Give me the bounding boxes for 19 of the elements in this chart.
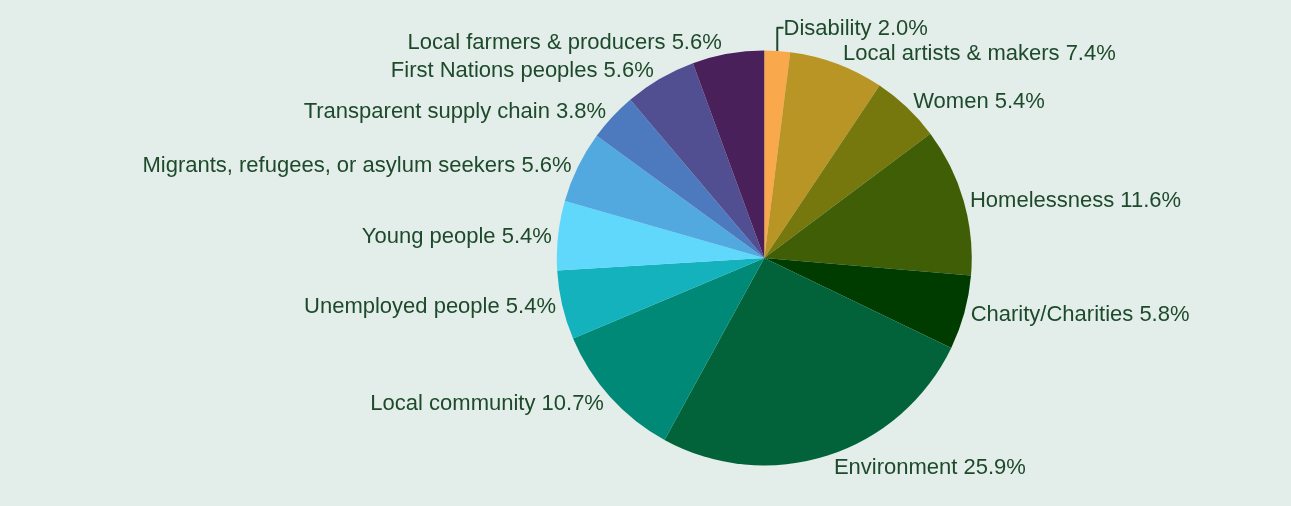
pie-slice bbox=[764, 50, 791, 259]
slice-label: Unemployed people 5.4% bbox=[304, 293, 556, 319]
slice-label: Women 5.4% bbox=[913, 88, 1045, 114]
slice-label: Transparent supply chain 3.8% bbox=[303, 98, 607, 124]
slice-label: Local artists & makers 7.4% bbox=[843, 40, 1116, 66]
slice-label: First Nations peoples 5.6% bbox=[390, 56, 654, 82]
pie-slice bbox=[764, 258, 971, 348]
slice-label: Migrants, refugees, or asylum seekers 5.6% bbox=[142, 152, 572, 178]
slice-label: Local community 10.7% bbox=[370, 390, 604, 416]
pie-slice bbox=[557, 258, 765, 339]
slice-label: Charity/Charities 5.8% bbox=[970, 301, 1190, 327]
slice-label: Disability 2.0% bbox=[783, 15, 928, 41]
slice-label: Young people 5.4% bbox=[361, 222, 552, 248]
pie-slice bbox=[556, 200, 765, 271]
slice-label: Homelessness 11.6% bbox=[969, 187, 1182, 213]
pie-slice bbox=[692, 50, 765, 259]
pie-slice bbox=[764, 133, 972, 276]
slice-label: Environment 25.9% bbox=[833, 454, 1026, 480]
slice-label: Local farmers & producers 5.6% bbox=[407, 29, 722, 55]
